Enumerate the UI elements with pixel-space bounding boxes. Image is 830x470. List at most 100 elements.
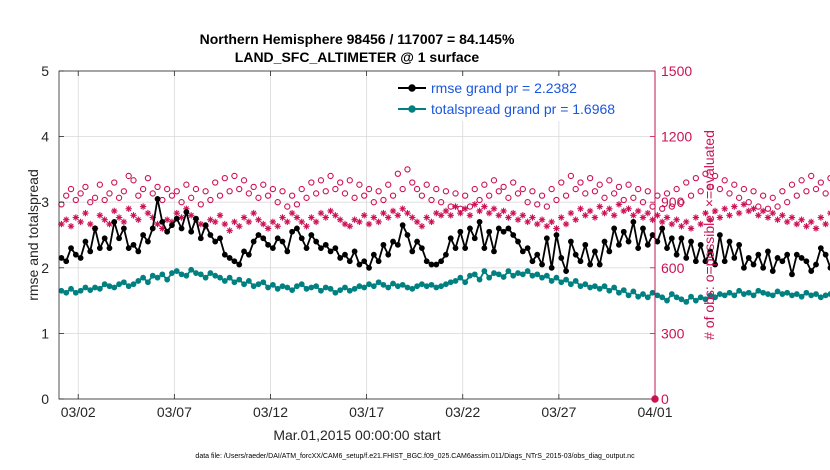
rmse-point [558,255,565,261]
rmse-point [510,232,517,238]
rmse-point [692,258,699,265]
obs-evaluated-point [101,216,108,223]
spread-point [649,289,656,296]
obs-evaluated-point [495,212,502,219]
obs-possible-point [798,177,805,184]
spread-point [755,287,762,294]
obs-evaluated-stroke [135,217,141,223]
legend-spread-marker [408,105,416,113]
x-tick-label-3: 03/17 [349,404,384,420]
obs-evaluated-point [457,209,464,217]
obs-evaluated-point [356,218,363,226]
rmse-point [390,238,396,245]
rmse-point [106,245,113,252]
obs-evaluated-point [687,225,695,232]
obs-possible-point [635,185,642,193]
obs-possible-point [707,183,714,191]
rmse-point [822,251,829,258]
obs-possible-point [558,179,565,186]
obs-evaluated-point [154,220,161,228]
obs-possible-point [433,185,440,193]
obs-evaluated-point [173,209,180,217]
rmse-point [779,258,786,265]
obs-possible-point [375,188,382,195]
obs-evaluated-point [394,212,402,219]
spread-point [664,297,670,304]
obs-evaluated-stroke [414,219,420,225]
spread-point [390,280,396,287]
obs-evaluated-point [562,220,570,228]
obs-evaluated-point [519,212,527,219]
obs-possible-point [534,201,541,208]
rmse-point [471,235,478,242]
y-left-tick-label-3: 3 [41,194,49,210]
rmse-point [130,241,137,248]
obs-evaluated-stroke [760,208,766,214]
obs-evaluated-stroke [640,214,646,221]
obs-evaluated-point [601,209,608,217]
obs-evaluated-point [351,216,358,223]
obs-evaluated-point [812,225,820,232]
obs-evaluated-stroke [164,217,170,223]
obs-evaluated-point [336,216,344,223]
obs-evaluated-stroke [486,210,492,216]
obs-possible-point [481,181,488,188]
spread-point [313,283,320,290]
spread-point [625,292,632,299]
rmse-point [289,228,296,235]
obs-possible-point [716,185,724,193]
obs-evaluated-stroke [260,221,266,227]
spread-point [486,274,493,281]
obs-evaluated-point [298,218,305,226]
obs-evaluated-point [370,214,378,221]
obs-evaluated-point [735,209,743,217]
obs-possible-point [553,196,560,204]
obs-evaluated-stroke [803,223,810,229]
obs-possible-point [399,185,406,193]
obs-possible-point [207,196,214,204]
spread-point [769,292,776,299]
obs-evaluated-stroke [789,214,795,221]
obs-evaluated-point [485,209,493,217]
obs-evaluated-stroke [630,212,636,218]
rmse-point [817,245,824,252]
spread-point [721,292,728,299]
obs-possible-point [82,183,89,191]
obs-possible-point [601,194,608,201]
obs-evaluated-stroke [525,219,531,225]
obs-possible-point [711,172,719,180]
rmse-point [221,251,228,258]
obs-evaluated-stroke [529,214,536,221]
spread-point [529,272,536,279]
spread-point [116,281,122,288]
obs-evaluated-stroke [467,212,473,218]
spread-point [707,292,714,299]
obs-evaluated-stroke [174,210,180,216]
obs-possible-point [317,177,325,184]
obs-evaluated-stroke [404,210,411,216]
spread-point [351,285,358,292]
obs-possible-point [562,192,570,199]
obs-evaluated-stroke [361,212,367,218]
spread-point [750,292,757,299]
rmse-point [96,245,103,252]
rmse-point [423,258,430,265]
obs-evaluated-stroke [534,221,540,227]
rmse-point [755,251,762,258]
obs-evaluated-point [634,207,642,215]
obs-evaluated-stroke [669,221,675,227]
rmse-point [164,228,171,235]
rmse-point [298,235,305,242]
rmse-point [394,241,401,248]
obs-evaluated-point [596,203,603,210]
obs-evaluated-point [716,214,724,221]
obs-evaluated-point [72,214,80,221]
obs-possible-point [202,188,209,195]
x-tick-label-0: 03/02 [61,404,96,420]
obs-evaluated-stroke [270,219,276,225]
obs-evaluated-point [548,218,555,226]
rmse-point [68,245,74,252]
obs-evaluated-point [303,223,310,230]
rmse-point [245,251,252,258]
obs-evaluated-stroke [400,206,406,212]
